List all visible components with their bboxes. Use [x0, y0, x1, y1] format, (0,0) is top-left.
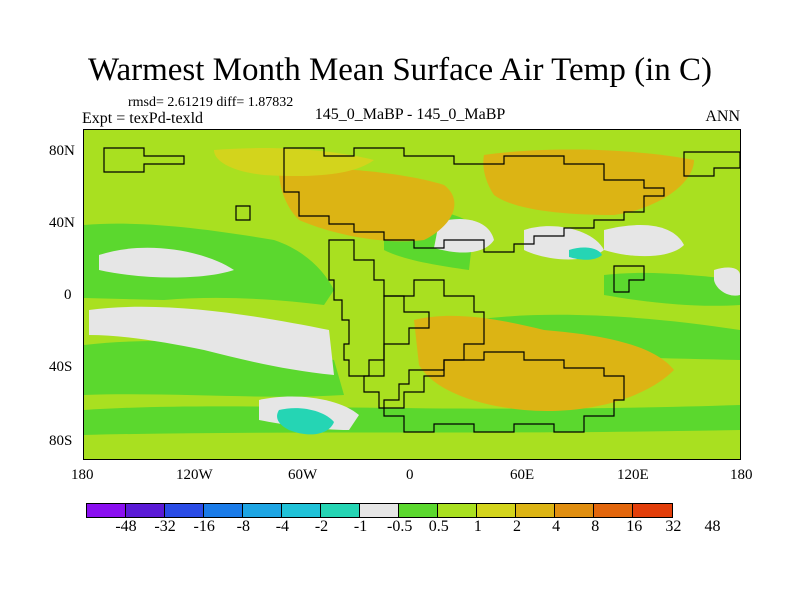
season-label: ANN	[705, 108, 740, 125]
field-orange-north-america	[279, 168, 455, 242]
colorbar-swatch	[633, 504, 672, 517]
colorbar	[86, 503, 673, 518]
colorbar-label: -32	[154, 518, 176, 535]
colorbar-swatch	[555, 504, 594, 517]
colorbar-swatch	[126, 504, 165, 517]
lon-label: 0	[406, 467, 414, 483]
colorbar-swatch	[282, 504, 321, 517]
map-svg	[84, 130, 740, 459]
colorbar-label: -2	[314, 518, 329, 535]
lon-label: 180	[71, 467, 94, 483]
coast-small-island-1	[613, 265, 645, 293]
colorbar-swatch	[87, 504, 126, 517]
colorbar-swatch	[204, 504, 243, 517]
colorbar-label: 8	[591, 518, 600, 535]
colorbar-label: 0.5	[428, 518, 449, 535]
colorbar-label: 48	[704, 518, 721, 535]
stats-text: rmsd= 2.61219 diff= 1.87832	[128, 95, 294, 110]
lon-label: 60W	[288, 467, 318, 483]
field-gray-east-edge	[714, 267, 740, 296]
field-orange-southern-continent	[414, 315, 674, 411]
center-label: 145_0_MaBP - 145_0_MaBP	[314, 106, 506, 123]
colorbar-label: 32	[665, 518, 682, 535]
colorbar-swatch	[399, 504, 438, 517]
colorbar-label: -0.5	[387, 518, 413, 535]
lon-label: 120W	[176, 467, 213, 483]
field-gray-mediterranean	[434, 219, 494, 253]
colorbar-label: 2	[513, 518, 521, 535]
lat-label: 40N	[49, 215, 75, 231]
colorbar-swatch	[360, 504, 399, 517]
colorbar-swatch	[516, 504, 555, 517]
colorbar-label: -16	[193, 518, 215, 535]
lat-label: 80S	[49, 433, 73, 449]
field-gray-equatorial-pacific	[89, 306, 334, 375]
coast-arctic-island-1	[103, 147, 185, 173]
field-green-southern-ocean	[84, 405, 740, 435]
coast-northern-landmass	[283, 147, 665, 253]
colorbar-swatch	[438, 504, 477, 517]
field-gray-north-pacific	[99, 247, 234, 278]
map-panel	[83, 129, 741, 460]
colorbar-label: 4	[552, 518, 561, 535]
coastlines	[103, 147, 740, 433]
lon-label: 120E	[617, 467, 649, 483]
colorbar-label: 1	[473, 518, 482, 535]
colorbar-swatch	[243, 504, 282, 517]
colorbar-label: -8	[236, 518, 250, 535]
coast-arctic-island-2	[683, 151, 740, 177]
colorbar-swatch	[321, 504, 360, 517]
colorbar-label: -1	[353, 518, 368, 535]
coast-southern-landmass	[383, 351, 625, 433]
figure-title: Warmest Month Mean Surface Air Temp (in …	[87, 52, 713, 88]
colorbar-swatch	[165, 504, 204, 517]
lat-label: 0	[64, 287, 72, 303]
field-teal-asia	[569, 247, 602, 260]
colorbar-swatch	[594, 504, 633, 517]
field-teal-south-pacific	[277, 408, 334, 435]
lon-label: 180	[730, 467, 753, 483]
field-yellow-arctic	[214, 148, 374, 177]
field-orange-eurasia	[483, 149, 694, 215]
coast-small-island-2	[235, 205, 251, 221]
lat-label: 40S	[49, 359, 73, 375]
colorbar-label: -48	[115, 518, 137, 535]
experiment-label: Expt = texPd-texld	[82, 110, 204, 127]
field-green-west-pacific	[604, 272, 740, 306]
lon-label: 60E	[510, 467, 535, 483]
lat-label: 80N	[49, 143, 75, 159]
field-gray-east-asia	[604, 225, 684, 257]
colorbar-label: -4	[275, 518, 290, 535]
colorbar-swatch	[477, 504, 516, 517]
colorbar-label: 16	[626, 518, 643, 535]
